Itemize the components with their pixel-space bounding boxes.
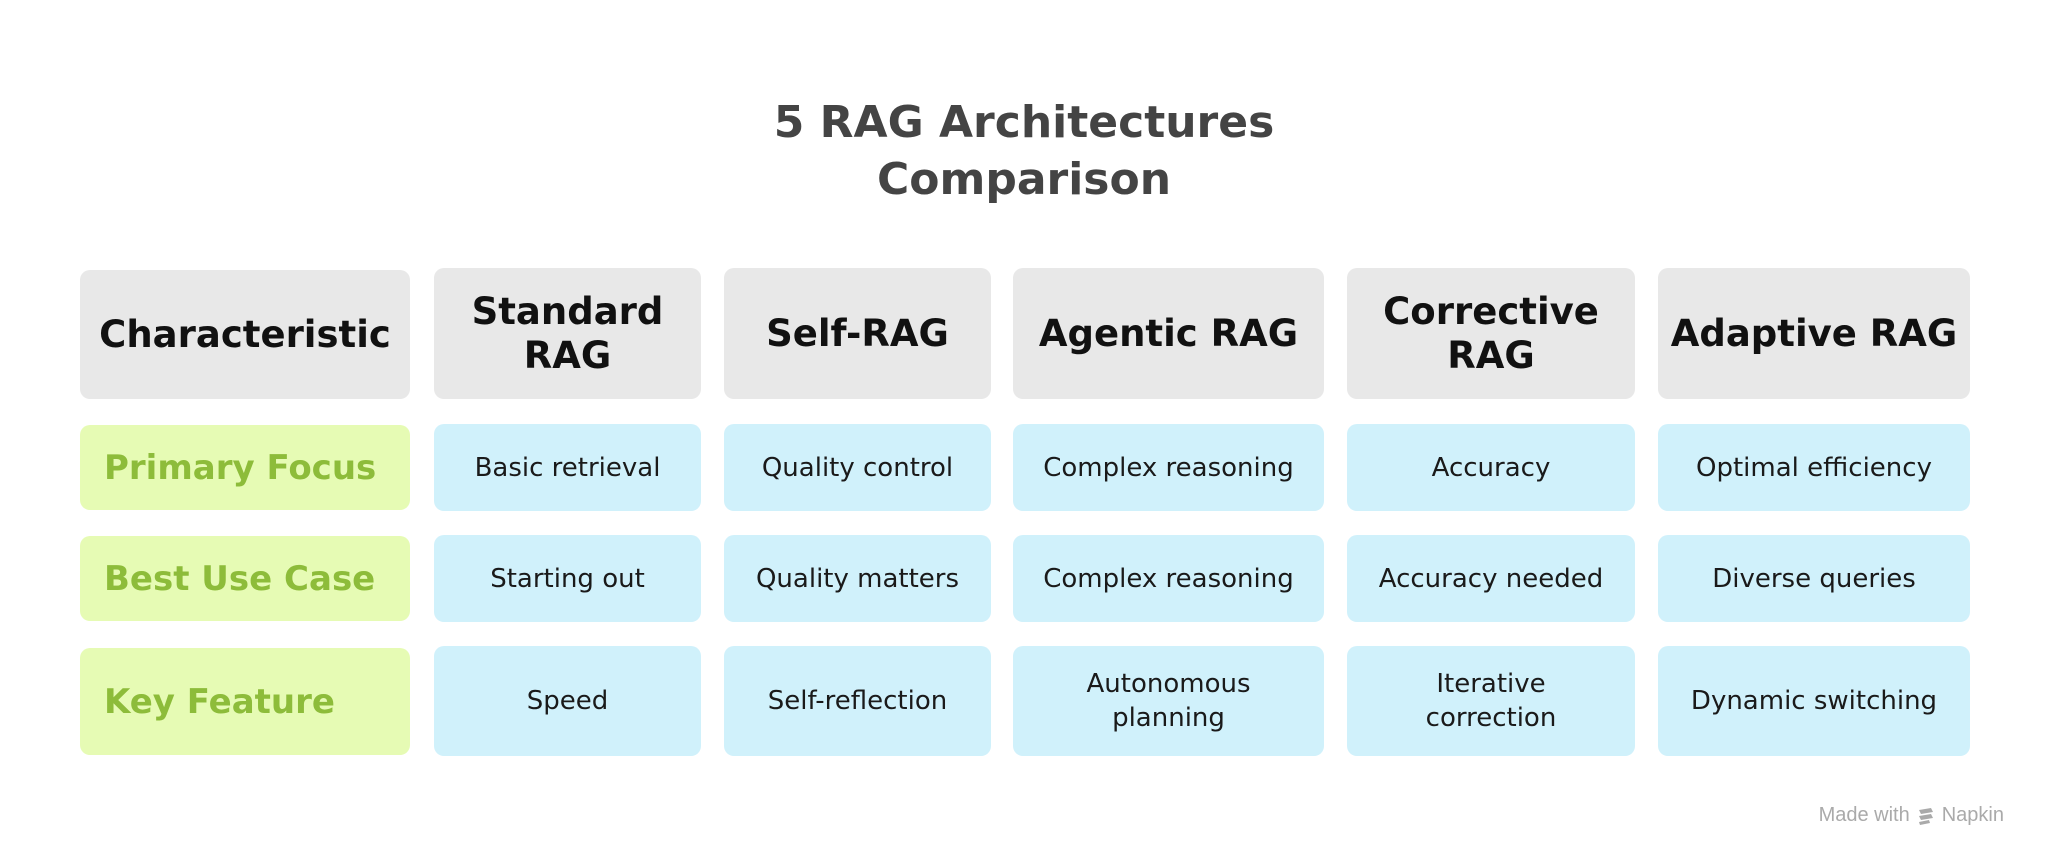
made-with-label: Made with bbox=[1818, 804, 1910, 826]
row-label-key-feature: Key Feature bbox=[80, 648, 410, 755]
page-title: 5 RAG Architectures Comparison bbox=[0, 94, 2048, 208]
header-corrective-rag: Corrective RAG bbox=[1347, 268, 1635, 399]
cell-key-feature-corrective-rag: Iterative correction bbox=[1347, 646, 1635, 756]
cell-primary-focus-standard-rag: Basic retrieval bbox=[434, 424, 701, 511]
cell-key-feature-adaptive-rag: Dynamic switching bbox=[1658, 646, 1970, 756]
cell-best-use-case-adaptive-rag: Diverse queries bbox=[1658, 535, 1970, 622]
made-with-napkin-credit[interactable]: Made with Napkin bbox=[1819, 804, 2004, 827]
header-characteristic: Characteristic bbox=[80, 270, 410, 399]
cell-primary-focus-self-rag: Quality control bbox=[724, 424, 991, 511]
header-agentic-rag: Agentic RAG bbox=[1013, 268, 1324, 399]
header-adaptive-rag: Adaptive RAG bbox=[1658, 268, 1970, 399]
cell-primary-focus-adaptive-rag: Optimal efficiency bbox=[1658, 424, 1970, 511]
row-label-primary-focus: Primary Focus bbox=[80, 425, 410, 510]
cell-primary-focus-corrective-rag: Accuracy bbox=[1347, 424, 1635, 511]
header-self-rag: Self-RAG bbox=[724, 268, 991, 399]
row-label-best-use-case: Best Use Case bbox=[80, 536, 410, 621]
cell-best-use-case-agentic-rag: Complex reasoning bbox=[1013, 535, 1324, 622]
title-line-2: Comparison bbox=[876, 154, 1172, 205]
cell-key-feature-self-rag: Self-reflection bbox=[724, 646, 991, 756]
header-standard-rag: Standard RAG bbox=[434, 268, 701, 399]
napkin-brand-label: Napkin bbox=[1941, 804, 2004, 826]
cell-best-use-case-corrective-rag: Accuracy needed bbox=[1347, 535, 1635, 622]
cell-best-use-case-self-rag: Quality matters bbox=[724, 535, 991, 622]
cell-best-use-case-standard-rag: Starting out bbox=[434, 535, 701, 622]
cell-key-feature-standard-rag: Speed bbox=[434, 646, 701, 756]
napkin-logo-icon bbox=[1918, 807, 1933, 825]
title-line-1: 5 RAG Architectures bbox=[773, 97, 1275, 148]
cell-key-feature-agentic-rag: Autonomous planning bbox=[1013, 646, 1324, 756]
cell-primary-focus-agentic-rag: Complex reasoning bbox=[1013, 424, 1324, 511]
